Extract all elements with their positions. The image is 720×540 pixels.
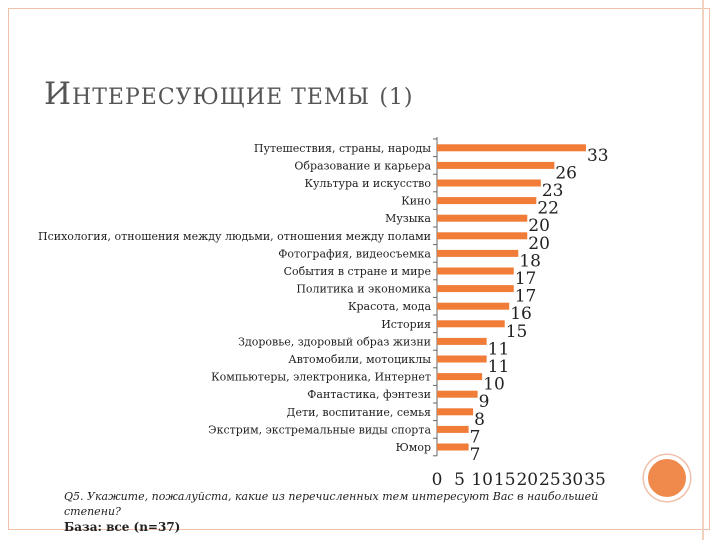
x-tick-label: 0 [432, 470, 443, 490]
value-label: 17 [515, 287, 537, 307]
bar [437, 337, 487, 345]
bar [437, 214, 528, 222]
category-label: Фотография, видеосъемка [278, 247, 431, 260]
bar [437, 373, 483, 381]
category-label: Красота, мода [348, 300, 431, 313]
value-label: 7 [470, 445, 481, 465]
decorative-circle [644, 455, 690, 501]
x-tick-label: 30 [562, 470, 584, 490]
value-label: 17 [515, 269, 537, 289]
bar [437, 267, 514, 275]
bar [437, 179, 541, 187]
x-tick-label: 25 [539, 470, 561, 490]
x-tick-label: 10 [471, 470, 493, 490]
value-label: 11 [488, 357, 510, 377]
bar [437, 161, 555, 169]
category-label: Компьютеры, электроника, Интернет [211, 371, 431, 384]
x-tick-label: 20 [516, 470, 538, 490]
value-label: 11 [488, 339, 510, 359]
bar [437, 390, 478, 398]
category-label: Культура и искусство [304, 177, 431, 190]
bar [437, 302, 510, 310]
value-label: 7 [470, 427, 481, 447]
category-label: Юмор [396, 441, 431, 454]
bar [437, 285, 514, 293]
bar [437, 232, 528, 240]
value-label: 23 [542, 181, 564, 201]
category-label: Автомобили, мотоциклы [288, 353, 431, 366]
category-label: Здоровье, здоровый образ жизни [238, 335, 431, 348]
bar [437, 249, 519, 257]
category-label: Путешествия, страны, народы [254, 142, 431, 155]
value-label: 9 [479, 392, 490, 412]
slide-edge-line [702, 0, 704, 540]
category-label: Музыка [385, 212, 431, 225]
slide-frame [8, 8, 710, 530]
title-initial: И [44, 76, 73, 112]
value-label: 8 [474, 410, 485, 430]
category-label: Дети, воспитание, семья [287, 406, 432, 419]
base-note: База: все (n=37) [64, 520, 181, 534]
value-label: 20 [528, 234, 550, 254]
category-label: Кино [401, 195, 431, 208]
bar [437, 425, 469, 433]
bar [437, 320, 505, 328]
bar [437, 443, 469, 451]
category-label: История [381, 318, 431, 331]
value-label: 15 [506, 322, 528, 342]
title-suffix: (1) [379, 85, 414, 110]
category-label: Психология, отношения между людьми, отно… [38, 230, 431, 243]
x-tick-label: 35 [584, 470, 606, 490]
x-tick-label: 5 [454, 470, 465, 490]
value-label: 16 [510, 304, 532, 324]
x-tick-label: 15 [494, 470, 516, 490]
question-note: Q5. Укажите, пожалуйста, какие из перечи… [64, 490, 599, 518]
value-label: 10 [483, 375, 505, 395]
value-label: 18 [519, 251, 541, 271]
category-label: События в стране и мире [284, 265, 431, 278]
value-label: 33 [587, 146, 609, 166]
category-label: Фантастика, фэнтези [307, 388, 431, 401]
bar [437, 197, 537, 205]
bar [437, 144, 586, 152]
value-label: 22 [537, 199, 559, 219]
slide-title: ИНТЕРЕСУЮЩИЕ ТЕМЫ (1) [44, 76, 414, 112]
value-label: 20 [528, 216, 550, 236]
bar [437, 355, 487, 363]
category-label: Политика и экономика [296, 283, 431, 296]
value-label: 26 [555, 163, 577, 183]
category-label: Образование и карьера [294, 159, 431, 172]
category-label: Экстрим, экстремальные виды спорта [208, 423, 431, 436]
bar [437, 408, 474, 416]
title-rest: НТЕРЕСУЮЩИЕ ТЕМЫ [72, 85, 371, 110]
